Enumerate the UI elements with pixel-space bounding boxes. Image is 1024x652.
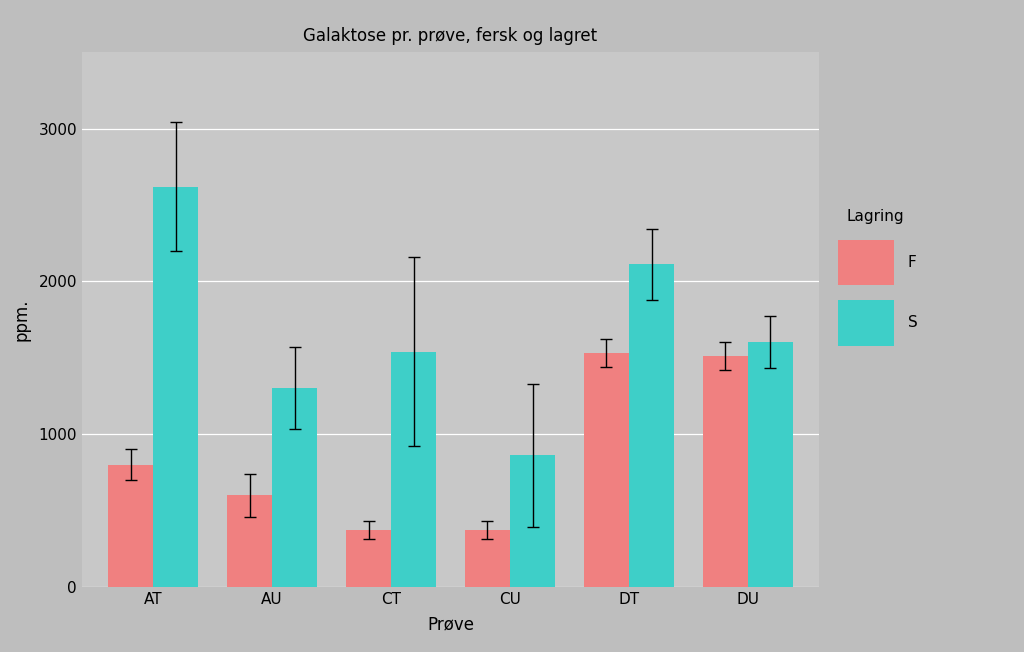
Bar — [748, 342, 793, 587]
Bar — [227, 495, 272, 587]
Text: F: F — [908, 255, 916, 270]
Text: Lagring: Lagring — [847, 209, 904, 224]
Bar — [510, 456, 555, 587]
Bar — [629, 265, 674, 587]
Title: Galaktose pr. prøve, fersk og lagret: Galaktose pr. prøve, fersk og lagret — [303, 27, 598, 45]
Bar — [272, 388, 317, 587]
Bar — [346, 530, 391, 587]
Bar — [702, 356, 748, 587]
FancyBboxPatch shape — [838, 240, 894, 286]
Bar — [109, 465, 154, 587]
Bar — [465, 530, 510, 587]
Text: S: S — [908, 315, 918, 331]
Bar — [391, 351, 436, 587]
X-axis label: Prøve: Prøve — [427, 615, 474, 633]
FancyBboxPatch shape — [838, 300, 894, 346]
Bar — [584, 353, 629, 587]
Bar — [154, 186, 199, 587]
Y-axis label: ppm.: ppm. — [12, 298, 30, 341]
